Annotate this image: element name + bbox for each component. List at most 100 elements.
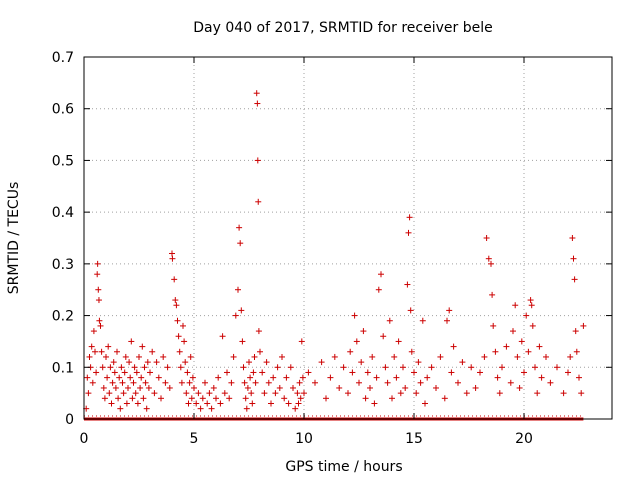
data-point: [213, 395, 219, 402]
data-point: [215, 374, 222, 381]
data-point: [543, 353, 549, 360]
data-point: [174, 317, 181, 324]
data-point: [397, 390, 404, 397]
data-point: [251, 353, 258, 360]
data-point: [144, 359, 151, 366]
data-point: [125, 384, 131, 391]
data-point: [208, 405, 215, 412]
data-point: [259, 369, 266, 376]
data-point: [128, 338, 135, 345]
data-point: [85, 390, 92, 397]
data-point: [294, 390, 301, 397]
data-point: [395, 338, 402, 345]
data-point: [276, 384, 283, 391]
data-point: [195, 390, 202, 397]
data-point: [281, 395, 288, 402]
data-point: [360, 328, 367, 335]
data-point: [228, 379, 235, 386]
data-point: [147, 369, 153, 376]
data-point: [132, 390, 139, 397]
data-point: [243, 405, 250, 412]
data-point: [131, 364, 138, 371]
data-point: [247, 374, 254, 381]
data-point: [104, 374, 111, 381]
grid-lines: [84, 57, 612, 419]
data-point: [169, 255, 176, 262]
data-point: [297, 395, 304, 402]
data-point: [153, 359, 160, 366]
data-point: [424, 374, 431, 381]
data-point: [565, 369, 571, 376]
data-point: [389, 395, 395, 402]
data-point: [120, 390, 127, 397]
data-point: [299, 374, 306, 381]
data-point: [193, 400, 200, 407]
data-point: [525, 348, 532, 355]
data-point: [503, 343, 510, 350]
data-point: [369, 353, 376, 360]
data-point: [143, 405, 150, 412]
data-point: [96, 317, 103, 324]
data-point: [358, 359, 365, 366]
data-point: [347, 348, 354, 355]
data-point: [296, 379, 303, 386]
data-point: [444, 317, 450, 324]
data-point: [182, 359, 189, 366]
x-tick-label: 10: [295, 431, 313, 447]
data-point: [382, 364, 389, 371]
data-point: [169, 250, 175, 257]
data-point: [117, 405, 124, 412]
data-point: [185, 400, 192, 407]
data-point: [569, 235, 576, 241]
data-point: [485, 255, 492, 262]
data-point: [455, 379, 461, 386]
data-point: [253, 90, 260, 97]
data-point: [92, 348, 98, 355]
data-point: [100, 384, 107, 391]
data-point: [175, 333, 182, 340]
data-point: [118, 364, 125, 371]
data-point: [265, 379, 272, 386]
data-point: [437, 353, 444, 360]
y-tick-label: 0.1: [52, 360, 74, 376]
data-point: [95, 286, 102, 293]
data-point: [93, 369, 100, 376]
data-point: [98, 348, 105, 355]
data-point: [514, 353, 521, 360]
data-point: [139, 343, 146, 350]
data-point: [166, 384, 173, 391]
data-point: [188, 395, 195, 402]
data-point: [529, 322, 536, 329]
data-point: [518, 338, 525, 345]
data-point: [331, 353, 338, 360]
data-point: [230, 353, 237, 360]
data-point: [141, 364, 148, 371]
data-point: [242, 395, 249, 402]
data-point: [162, 379, 169, 386]
data-point: [240, 364, 247, 371]
data-point: [496, 390, 503, 397]
data-point: [534, 390, 541, 397]
data-point: [89, 379, 96, 386]
data-point: [160, 353, 167, 360]
data-point: [217, 400, 224, 407]
data-point: [481, 353, 488, 360]
data-point: [133, 369, 140, 376]
data-point: [538, 374, 545, 381]
data-point: [367, 384, 373, 391]
data-point: [140, 395, 147, 402]
data-point: [219, 333, 226, 340]
y-tick-label: 0.4: [52, 205, 74, 221]
data-point: [221, 390, 228, 397]
data-point: [373, 374, 380, 381]
data-point: [571, 276, 578, 283]
data-point: [239, 338, 246, 345]
data-point: [305, 369, 312, 376]
data-point: [527, 297, 534, 304]
data-point: [301, 390, 307, 397]
data-point: [327, 374, 334, 381]
data-point: [176, 348, 183, 355]
data-point: [97, 322, 104, 329]
data-points: [83, 90, 587, 412]
data-point: [391, 353, 398, 360]
